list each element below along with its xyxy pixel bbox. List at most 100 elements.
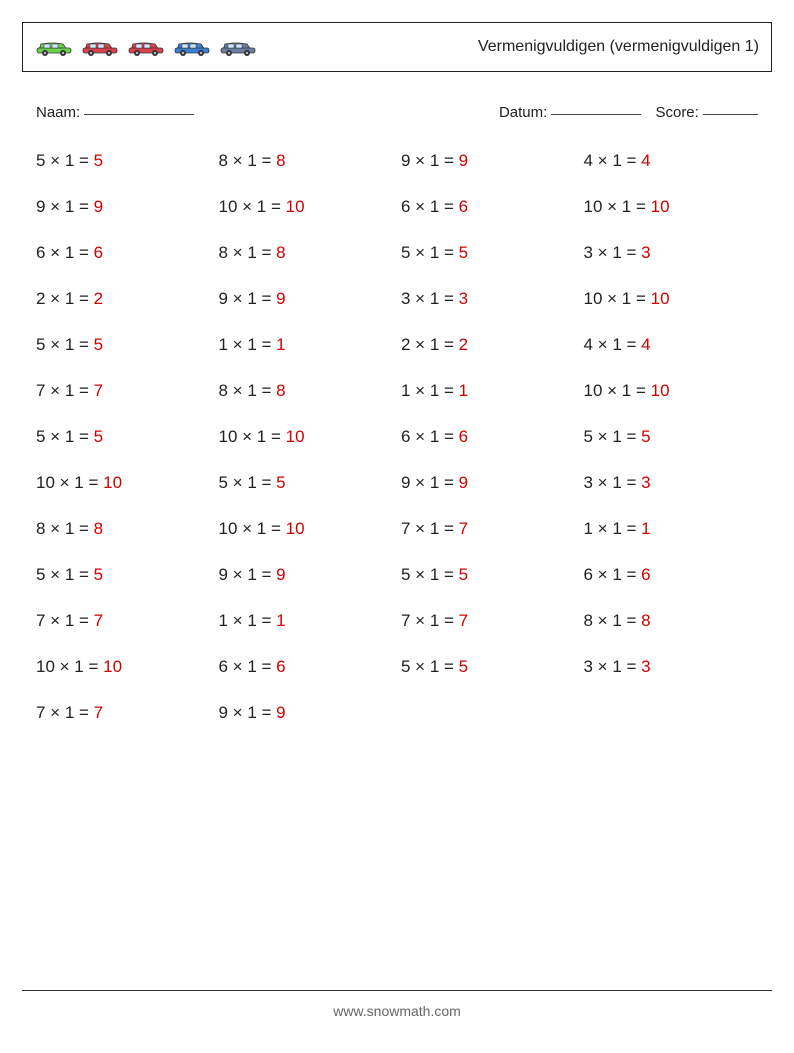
problem-expression: 1 × 1 = xyxy=(219,611,277,630)
problem-answer: 8 xyxy=(94,519,103,538)
problem-answer: 4 xyxy=(641,151,650,170)
problem-cell: 5 × 1 = 5 xyxy=(36,151,211,171)
problem-cell: 10 × 1 = 10 xyxy=(219,519,394,539)
problem-expression: 9 × 1 = xyxy=(401,151,459,170)
problem-cell: 8 × 1 = 8 xyxy=(36,519,211,539)
problem-answer: 6 xyxy=(641,565,650,584)
problem-expression: 7 × 1 = xyxy=(401,519,459,538)
problem-expression: 10 × 1 = xyxy=(219,197,286,216)
problem-expression: 4 × 1 = xyxy=(584,151,642,170)
problem-cell: 3 × 1 = 3 xyxy=(584,657,759,677)
problem-expression: 6 × 1 = xyxy=(219,657,277,676)
problem-expression: 10 × 1 = xyxy=(584,381,651,400)
problem-expression: 5 × 1 = xyxy=(36,565,94,584)
problem-expression: 3 × 1 = xyxy=(401,289,459,308)
car-icon xyxy=(127,38,169,56)
problem-answer: 10 xyxy=(286,519,305,538)
problem-answer: 4 xyxy=(641,335,650,354)
problem-answer: 7 xyxy=(459,611,468,630)
problem-cell: 7 × 1 = 7 xyxy=(36,703,211,723)
problem-expression: 10 × 1 = xyxy=(219,519,286,538)
problem-answer: 3 xyxy=(641,473,650,492)
problem-expression: 5 × 1 = xyxy=(401,243,459,262)
problem-answer: 7 xyxy=(94,611,103,630)
problem-answer: 10 xyxy=(286,197,305,216)
problem-cell: 10 × 1 = 10 xyxy=(219,197,394,217)
problem-cell: 1 × 1 = 1 xyxy=(219,335,394,355)
problem-answer: 5 xyxy=(94,335,103,354)
problem-expression: 3 × 1 = xyxy=(584,473,642,492)
problem-answer: 10 xyxy=(103,473,122,492)
name-label: Naam: xyxy=(36,104,80,121)
car-icons xyxy=(35,38,261,56)
car-icon xyxy=(81,38,123,56)
date-label: Datum: xyxy=(499,104,547,121)
name-blank[interactable] xyxy=(84,114,194,115)
problem-cell: 10 × 1 = 10 xyxy=(219,427,394,447)
problem-expression: 7 × 1 = xyxy=(36,703,94,722)
header-box: Vermenigvuldigen (vermenigvuldigen 1) xyxy=(22,22,772,72)
problem-cell: 2 × 1 = 2 xyxy=(36,289,211,309)
problem-answer: 10 xyxy=(286,427,305,446)
problem-answer: 10 xyxy=(651,289,670,308)
problem-cell: 3 × 1 = 3 xyxy=(584,473,759,493)
problem-expression: 2 × 1 = xyxy=(401,335,459,354)
problem-cell: 9 × 1 = 9 xyxy=(401,151,576,171)
worksheet-title: Vermenigvuldigen (vermenigvuldigen 1) xyxy=(478,38,759,56)
problem-expression: 5 × 1 = xyxy=(401,565,459,584)
problem-answer: 8 xyxy=(276,151,285,170)
problem-cell: 1 × 1 = 1 xyxy=(219,611,394,631)
date-blank[interactable] xyxy=(551,114,641,115)
problems-grid: 5 × 1 = 5 8 × 1 = 8 9 × 1 = 9 4 × 1 = 4 9 × … xyxy=(22,151,772,723)
problem-cell: 1 × 1 = 1 xyxy=(401,381,576,401)
footer-rule xyxy=(22,990,772,991)
problem-answer: 7 xyxy=(94,703,103,722)
problem-expression: 8 × 1 = xyxy=(219,151,277,170)
problem-answer: 2 xyxy=(459,335,468,354)
problem-cell: 10 × 1 = 10 xyxy=(36,473,211,493)
problem-expression: 9 × 1 = xyxy=(219,565,277,584)
problem-expression: 5 × 1 = xyxy=(36,427,94,446)
meta-row: Naam: Datum: Score: xyxy=(22,104,772,121)
problem-answer: 5 xyxy=(459,243,468,262)
problem-answer: 9 xyxy=(459,151,468,170)
problem-expression: 10 × 1 = xyxy=(219,427,286,446)
problem-cell: 6 × 1 = 6 xyxy=(584,565,759,585)
problem-answer: 9 xyxy=(459,473,468,492)
problem-cell: 9 × 1 = 9 xyxy=(401,473,576,493)
problem-expression: 8 × 1 = xyxy=(219,381,277,400)
score-blank[interactable] xyxy=(703,114,758,115)
problem-expression: 5 × 1 = xyxy=(584,427,642,446)
car-icon xyxy=(35,38,77,56)
problem-expression: 6 × 1 = xyxy=(401,427,459,446)
problem-cell: 5 × 1 = 5 xyxy=(401,565,576,585)
score-label: Score: xyxy=(655,104,698,121)
problem-answer: 5 xyxy=(94,565,103,584)
problem-cell: 4 × 1 = 4 xyxy=(584,335,759,355)
problem-expression: 5 × 1 = xyxy=(36,151,94,170)
problem-cell: 8 × 1 = 8 xyxy=(584,611,759,631)
problem-answer: 5 xyxy=(94,151,103,170)
problem-answer: 9 xyxy=(276,289,285,308)
problem-cell: 2 × 1 = 2 xyxy=(401,335,576,355)
problem-answer: 3 xyxy=(641,243,650,262)
problem-cell: 1 × 1 = 1 xyxy=(584,519,759,539)
problem-cell: 7 × 1 = 7 xyxy=(36,381,211,401)
worksheet-page: Vermenigvuldigen (vermenigvuldigen 1) Na… xyxy=(0,0,794,1053)
problem-expression: 7 × 1 = xyxy=(401,611,459,630)
problem-answer: 1 xyxy=(641,519,650,538)
date-field: Datum: xyxy=(499,104,642,121)
car-icon xyxy=(219,38,261,56)
problem-expression: 10 × 1 = xyxy=(36,657,103,676)
problem-cell: 7 × 1 = 7 xyxy=(36,611,211,631)
problem-cell: 6 × 1 = 6 xyxy=(401,197,576,217)
problem-answer: 5 xyxy=(94,427,103,446)
problem-answer: 3 xyxy=(459,289,468,308)
problem-answer: 6 xyxy=(459,197,468,216)
problem-cell: 10 × 1 = 10 xyxy=(584,289,759,309)
problem-expression: 1 × 1 = xyxy=(584,519,642,538)
problem-cell: 10 × 1 = 10 xyxy=(584,381,759,401)
problem-cell: 4 × 1 = 4 xyxy=(584,151,759,171)
problem-expression: 5 × 1 = xyxy=(219,473,277,492)
problem-expression: 9 × 1 = xyxy=(401,473,459,492)
